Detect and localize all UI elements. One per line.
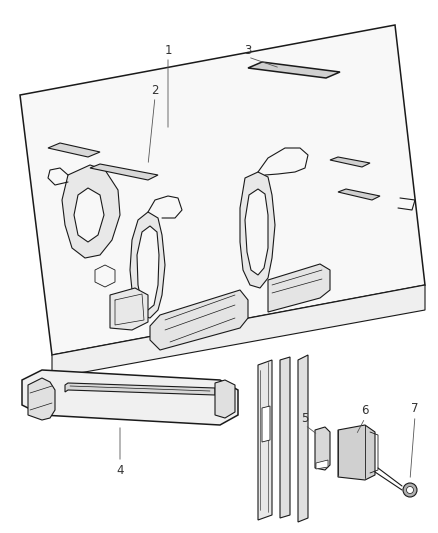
Text: 4: 4 — [116, 464, 124, 477]
Polygon shape — [268, 264, 330, 312]
Polygon shape — [315, 427, 330, 470]
Text: 5: 5 — [301, 411, 309, 424]
Polygon shape — [22, 370, 238, 425]
Circle shape — [317, 437, 324, 443]
Text: 2: 2 — [151, 84, 159, 96]
Polygon shape — [240, 172, 275, 288]
Polygon shape — [20, 25, 425, 355]
Polygon shape — [137, 226, 159, 310]
Polygon shape — [28, 378, 55, 420]
Polygon shape — [330, 157, 370, 167]
Polygon shape — [130, 212, 165, 318]
Circle shape — [317, 451, 324, 458]
Polygon shape — [258, 360, 272, 520]
Text: 6: 6 — [361, 403, 369, 416]
Text: 3: 3 — [244, 44, 252, 56]
Polygon shape — [65, 383, 215, 395]
Polygon shape — [248, 62, 340, 78]
Polygon shape — [74, 188, 104, 242]
Polygon shape — [262, 406, 270, 442]
Circle shape — [342, 438, 370, 466]
Circle shape — [353, 449, 359, 455]
Polygon shape — [62, 165, 120, 258]
Polygon shape — [150, 290, 248, 350]
Text: 1: 1 — [164, 44, 172, 56]
Polygon shape — [90, 164, 158, 180]
Text: 7: 7 — [411, 401, 419, 415]
Polygon shape — [52, 285, 425, 378]
Polygon shape — [215, 380, 235, 418]
Polygon shape — [280, 357, 290, 518]
Polygon shape — [110, 288, 148, 330]
Polygon shape — [48, 143, 100, 157]
Polygon shape — [245, 189, 268, 275]
Circle shape — [403, 483, 417, 497]
Circle shape — [349, 445, 363, 459]
Polygon shape — [298, 355, 308, 522]
Polygon shape — [338, 425, 375, 480]
Polygon shape — [316, 460, 328, 469]
Circle shape — [406, 487, 413, 494]
Polygon shape — [338, 189, 380, 200]
